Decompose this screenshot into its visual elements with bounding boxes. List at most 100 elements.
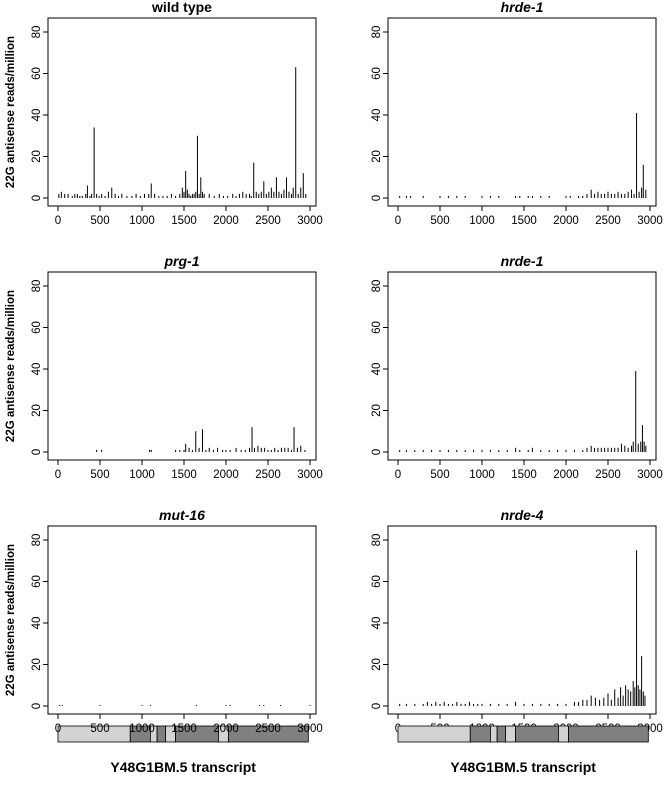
chart-panel-5: nrde-4020406080050010001500200025003000Y… <box>371 507 663 775</box>
y-tick-label: 0 <box>31 703 43 709</box>
x-tick-label: 2000 <box>213 215 239 227</box>
y-tick-label: 0 <box>371 449 383 455</box>
x-tick-label: 2000 <box>553 469 579 481</box>
transcript-label: Y48G1BM.5 transcript <box>450 759 596 775</box>
x-tick-label: 2000 <box>213 723 239 735</box>
transcript-segment <box>515 725 559 743</box>
y-tick-label: 0 <box>31 195 43 201</box>
transcript-diagram: Y48G1BM.5 transcript <box>397 725 649 775</box>
y-tick-label: 40 <box>31 617 43 630</box>
y-tick-label: 60 <box>31 67 43 80</box>
x-tick-label: 1000 <box>129 723 155 735</box>
x-tick-label: 1000 <box>469 215 495 227</box>
y-tick-label: 40 <box>31 109 43 122</box>
x-tick-label: 2500 <box>255 215 281 227</box>
panel-title: nrde-1 <box>501 253 544 269</box>
x-tick-label: 0 <box>395 215 401 227</box>
transcript-segment <box>558 725 569 743</box>
y-axis-label: 22G antisense reads/million <box>5 36 17 188</box>
x-tick-label: 1000 <box>129 469 155 481</box>
x-tick-label: 1000 <box>469 469 495 481</box>
x-tick-label: 500 <box>90 723 109 735</box>
plot-frame <box>387 271 657 461</box>
plot-frame <box>47 17 317 207</box>
x-tick-label: 1500 <box>171 469 197 481</box>
transcript-segment <box>496 725 506 743</box>
y-tick-label: 80 <box>31 534 43 547</box>
y-tick-label: 40 <box>371 363 383 376</box>
plot-frame <box>47 525 317 715</box>
plot-frame <box>387 17 657 207</box>
y-tick-label: 80 <box>371 26 383 39</box>
y-tick-label: 0 <box>371 195 383 201</box>
chart-panel-2: prg-1 0 20 40 60 80 0 500 1000 1500 2000 2500 3000 22… <box>5 253 323 481</box>
y-tick-label: 80 <box>371 534 383 547</box>
y-tick-label: 80 <box>371 280 383 293</box>
panel-title: hrde-1 <box>501 0 544 15</box>
y-tick-label: 40 <box>31 363 43 376</box>
y-tick-label: 80 <box>31 26 43 39</box>
y-tick-label: 20 <box>371 658 383 671</box>
plot-frame <box>387 525 657 715</box>
x-tick-label: 1500 <box>171 723 197 735</box>
x-tick-label: 2500 <box>255 469 281 481</box>
y-tick-label: 20 <box>371 150 383 163</box>
x-tick-label: 500 <box>90 215 109 227</box>
y-tick-label: 20 <box>371 404 383 417</box>
transcript-segment <box>489 725 498 743</box>
x-tick-label: 500 <box>430 215 449 227</box>
x-tick-label: 2000 <box>553 215 579 227</box>
y-tick-label: 60 <box>371 575 383 588</box>
y-tick-label: 40 <box>371 109 383 122</box>
x-tick-label: 500 <box>430 469 449 481</box>
panel-title: nrde-4 <box>501 507 544 523</box>
y-tick-label: 80 <box>31 280 43 293</box>
panel-title: prg-1 <box>164 253 200 269</box>
y-tick-label: 20 <box>31 658 43 671</box>
transcript-segment <box>469 725 491 743</box>
panel-title: mut-16 <box>159 507 205 523</box>
x-tick-label: 0 <box>395 469 401 481</box>
x-tick-label: 0 <box>55 723 61 735</box>
y-tick-label: 60 <box>371 67 383 80</box>
y-tick-label: 0 <box>31 449 43 455</box>
y-tick-label: 60 <box>31 321 43 334</box>
transcript-segment <box>228 725 309 743</box>
x-tick-label: 0 <box>55 215 61 227</box>
x-tick-label: 2000 <box>213 469 239 481</box>
x-tick-label: 500 <box>90 469 109 481</box>
y-tick-label: 60 <box>371 321 383 334</box>
plot-frame <box>47 271 317 461</box>
y-tick-label: 20 <box>31 150 43 163</box>
x-tick-label: 3000 <box>297 215 323 227</box>
x-tick-label: 1500 <box>511 469 537 481</box>
y-tick-label: 40 <box>371 617 383 630</box>
y-axis-label: 22G antisense reads/million <box>5 290 17 442</box>
y-axis-label: 22G antisense reads/million <box>5 544 17 696</box>
transcript-segment <box>156 725 166 743</box>
x-tick-label: 2500 <box>595 215 621 227</box>
x-tick-label: 3000 <box>637 215 663 227</box>
transcript-diagram: Y48G1BM.5 transcript <box>57 725 309 775</box>
x-tick-label: 3000 <box>297 723 323 735</box>
x-tick-label: 0 <box>55 469 61 481</box>
chart-panel-4: mut-16 0 20 40 60 80 0 500 1000 1500 2000 2500 3000 2… <box>5 507 323 735</box>
x-tick-label: 1500 <box>511 215 537 227</box>
transcript-label: Y48G1BM.5 transcript <box>110 759 256 775</box>
transcript-segment <box>505 725 516 743</box>
x-tick-label: 1500 <box>171 215 197 227</box>
chart-panel-1: hrde-1 0 20 40 60 80 0 500 1000 1500 2000 2500 3000 <box>371 0 663 227</box>
y-tick-label: 20 <box>31 404 43 417</box>
transcript-segment <box>397 725 471 743</box>
y-tick-label: 0 <box>371 703 383 709</box>
x-tick-label: 1000 <box>129 215 155 227</box>
panel-title: wild type <box>151 0 212 15</box>
transcript-segment <box>568 725 649 743</box>
x-tick-label: 3000 <box>637 469 663 481</box>
x-tick-label: 2500 <box>595 469 621 481</box>
chart-panel-3: nrde-1 0 20 40 60 80 0 500 1000 1500 2000 2500 3000 <box>371 253 663 481</box>
x-tick-label: 2500 <box>255 723 281 735</box>
x-tick-label: 3000 <box>297 469 323 481</box>
